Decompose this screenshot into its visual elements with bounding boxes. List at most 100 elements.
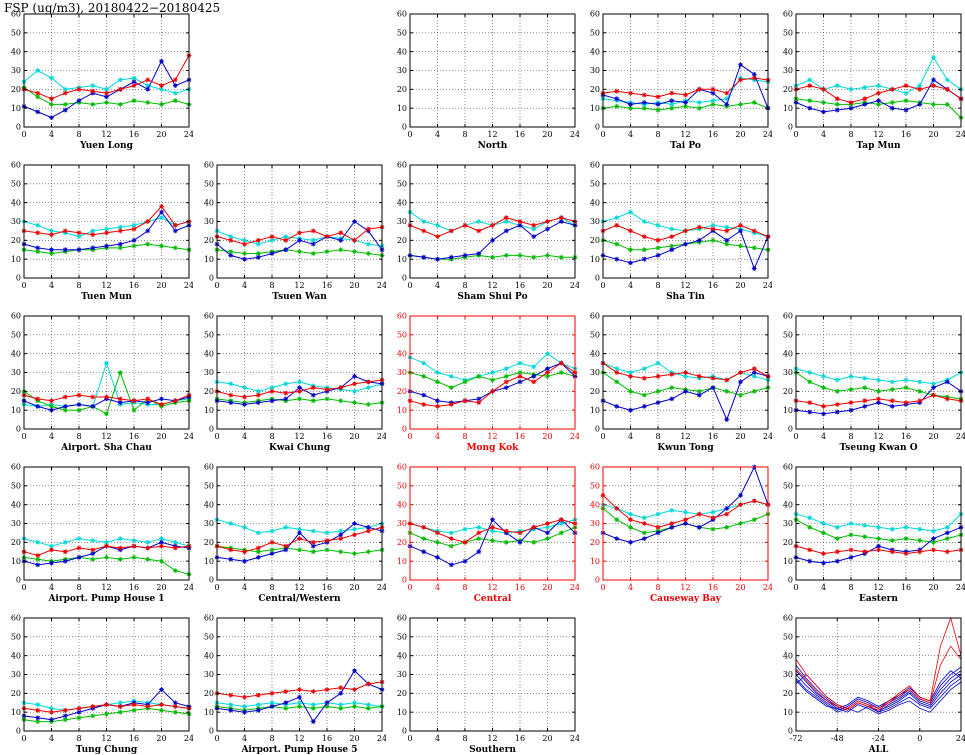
chart-kwun-tong: 0 10 20 30 40 50 60 0 4 8 12 16 20 24 Kwun Tong <box>579 302 773 453</box>
x-tick-label: 24 <box>956 432 965 441</box>
y-tick-label: 60 <box>11 463 21 472</box>
x-tick-label: 20 <box>542 432 552 441</box>
y-tick-label: 20 <box>397 538 407 547</box>
x-tick-label: 4 <box>242 734 247 743</box>
x-tick-label: 8 <box>848 130 853 139</box>
chart-svg-kwai-chung: 0 10 20 30 40 50 60 0 4 8 12 16 20 24 Kwai Chung <box>204 312 387 453</box>
x-tick-label: 12 <box>873 432 883 441</box>
x-tick-label: 4 <box>628 281 633 290</box>
y-tick-label: 30 <box>783 66 793 75</box>
x-tick-label: 4 <box>821 583 826 592</box>
y-tick-label: 30 <box>11 66 21 75</box>
chart-title: Southern <box>469 745 516 755</box>
y-tick-label: 10 <box>783 557 793 566</box>
x-tick-label: 4 <box>242 281 247 290</box>
chart-all: 0 10 20 30 40 50 60 -72 -48 -24 0 24 ALL <box>772 604 965 755</box>
x-tick-label: 20 <box>349 734 359 743</box>
x-tick-label: 0 <box>214 583 219 592</box>
x-tick-label: 0 <box>21 734 26 743</box>
x-tick-label: 8 <box>269 432 274 441</box>
y-tick-label: 60 <box>783 10 793 19</box>
chart-title: Airport. Sha Chau <box>60 443 152 453</box>
series-line-blue-6 <box>795 670 962 709</box>
x-tick-label: 8 <box>269 734 274 743</box>
x-tick-label: 20 <box>349 583 359 592</box>
y-tick-label: 30 <box>204 519 214 528</box>
x-tick-label: 12 <box>487 130 497 139</box>
y-tick-label: 40 <box>11 500 21 509</box>
x-tick-label: 0 <box>214 432 219 441</box>
x-tick-label: 24 <box>570 432 579 441</box>
chart-airport-sha-chau: 0 10 20 30 40 50 60 0 4 8 12 16 20 24 Airport. Sha Cha… <box>0 302 194 453</box>
x-tick-label: 8 <box>76 734 81 743</box>
chart-title: Airport. Pump House 5 <box>240 745 357 755</box>
x-tick-label: 8 <box>269 281 274 290</box>
x-tick-label: 4 <box>821 432 826 441</box>
y-tick-label: 60 <box>783 463 793 472</box>
y-tick-label: 50 <box>11 330 21 339</box>
x-tick-label: 24 <box>570 281 579 290</box>
y-tick-label: 30 <box>11 368 21 377</box>
y-tick-label: 30 <box>590 66 600 75</box>
chart-sham-shui-po: 0 10 20 30 40 50 60 0 4 8 12 16 20 24 Sham Shui Po <box>386 151 580 302</box>
chart-kwai-chung: 0 10 20 30 40 50 60 0 4 8 12 16 20 24 Kwai Chung <box>193 302 387 453</box>
y-tick-label: 50 <box>783 330 793 339</box>
y-tick-label: 10 <box>11 708 21 717</box>
y-tick-label: 50 <box>397 28 407 37</box>
x-tick-label: 8 <box>848 583 853 592</box>
x-tick-label: 20 <box>156 734 166 743</box>
x-tick-label: 16 <box>901 130 911 139</box>
series-line-blue-2 <box>795 670 962 715</box>
x-tick-label: 0 <box>407 130 412 139</box>
x-tick-label: 24 <box>956 734 965 743</box>
y-tick-label: 50 <box>11 28 21 37</box>
y-tick-label: 10 <box>204 255 214 264</box>
x-tick-label: 12 <box>101 130 111 139</box>
y-tick-label: 30 <box>783 368 793 377</box>
chart-svg-all: 0 10 20 30 40 50 60 -72 -48 -24 0 24 ALL <box>783 614 965 755</box>
x-tick-label: 20 <box>542 281 552 290</box>
y-tick-label: 10 <box>11 255 21 264</box>
y-tick-label: 60 <box>590 10 600 19</box>
y-tick-label: 40 <box>590 47 600 56</box>
x-tick-label: 4 <box>435 432 440 441</box>
chart-sha-tin: 0 10 20 30 40 50 60 0 4 8 12 16 20 24 Sha Tin <box>579 151 773 302</box>
series-line-blue-5 <box>795 666 962 711</box>
y-tick-label: 10 <box>204 557 214 566</box>
chart-title: Tsuen Wan <box>272 292 327 302</box>
chart-title: North <box>478 141 508 151</box>
y-tick-label: 50 <box>590 179 600 188</box>
y-tick-label: 50 <box>397 632 407 641</box>
x-tick-label: 16 <box>129 734 139 743</box>
y-tick-label: 30 <box>590 217 600 226</box>
x-tick-label: 8 <box>462 281 467 290</box>
x-tick-label: 4 <box>435 734 440 743</box>
x-tick-label: 16 <box>129 432 139 441</box>
y-tick-label: 60 <box>590 463 600 472</box>
y-tick-label: 40 <box>397 500 407 509</box>
y-tick-label: 50 <box>397 330 407 339</box>
x-tick-label: 0 <box>600 432 605 441</box>
chart-tsuen-wan: 0 10 20 30 40 50 60 0 4 8 12 16 20 24 Tsuen Wan <box>193 151 387 302</box>
y-tick-label: 0 <box>209 727 214 736</box>
y-tick-label: 50 <box>590 330 600 339</box>
y-tick-label: 20 <box>590 538 600 547</box>
x-tick-label: 8 <box>462 130 467 139</box>
y-tick-label: 40 <box>204 198 214 207</box>
x-tick-label: 16 <box>322 281 332 290</box>
y-tick-label: 20 <box>204 689 214 698</box>
y-tick-label: 10 <box>590 255 600 264</box>
x-tick-label: 24 <box>570 583 579 592</box>
x-tick-label: 16 <box>515 734 525 743</box>
y-tick-label: 40 <box>11 651 21 660</box>
x-tick-label: 12 <box>101 583 111 592</box>
chart-svg-airport-sha-chau: 0 10 20 30 40 50 60 0 4 8 12 16 20 24 Airport. Sha Cha… <box>11 312 194 453</box>
y-tick-label: 0 <box>595 425 600 434</box>
x-tick-label: 12 <box>101 432 111 441</box>
x-tick-label: 12 <box>101 281 111 290</box>
x-tick-label: 0 <box>600 281 605 290</box>
x-tick-label: 8 <box>76 130 81 139</box>
x-tick-label: 0 <box>407 734 412 743</box>
x-tick-label: 16 <box>129 583 139 592</box>
